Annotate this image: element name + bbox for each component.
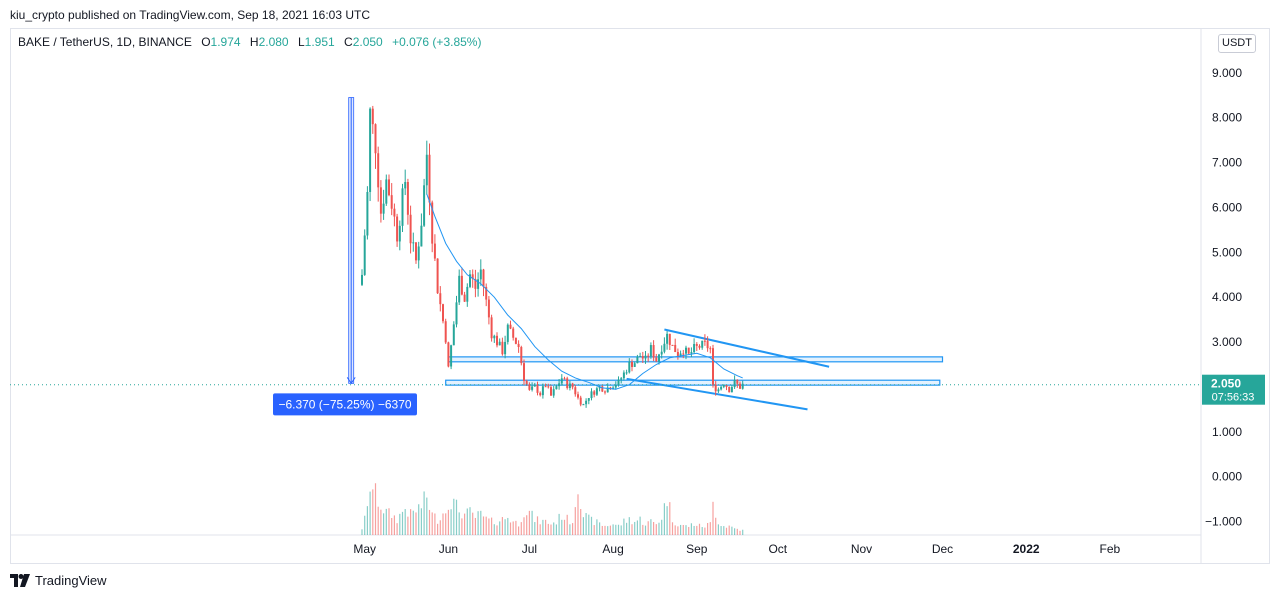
symbol-label: BAKE / TetherUS, 1D, BINANCE xyxy=(18,35,192,49)
currency-unit-button[interactable]: USDT xyxy=(1218,34,1256,53)
change-value: +0.076 (+3.85%) xyxy=(392,35,482,49)
high-value: 2.080 xyxy=(258,35,289,49)
footer-brand: TradingView xyxy=(35,573,107,588)
open-key: O xyxy=(201,35,211,49)
tradingview-logo-icon xyxy=(10,574,30,587)
tradingview-footer[interactable]: TradingView xyxy=(10,573,107,588)
publisher-caption: kiu_crypto published on TradingView.com,… xyxy=(10,8,370,22)
ohlc-legend: BAKE / TetherUS, 1D, BINANCE O1.974 H2.0… xyxy=(18,35,481,49)
close-key: C xyxy=(344,35,353,49)
close-value: 2.050 xyxy=(352,35,383,49)
low-value: 1.951 xyxy=(304,35,335,49)
high-key: H xyxy=(249,35,259,49)
low-key: L xyxy=(297,35,305,49)
open-value: 1.974 xyxy=(210,35,241,49)
chart-frame xyxy=(10,28,1270,564)
